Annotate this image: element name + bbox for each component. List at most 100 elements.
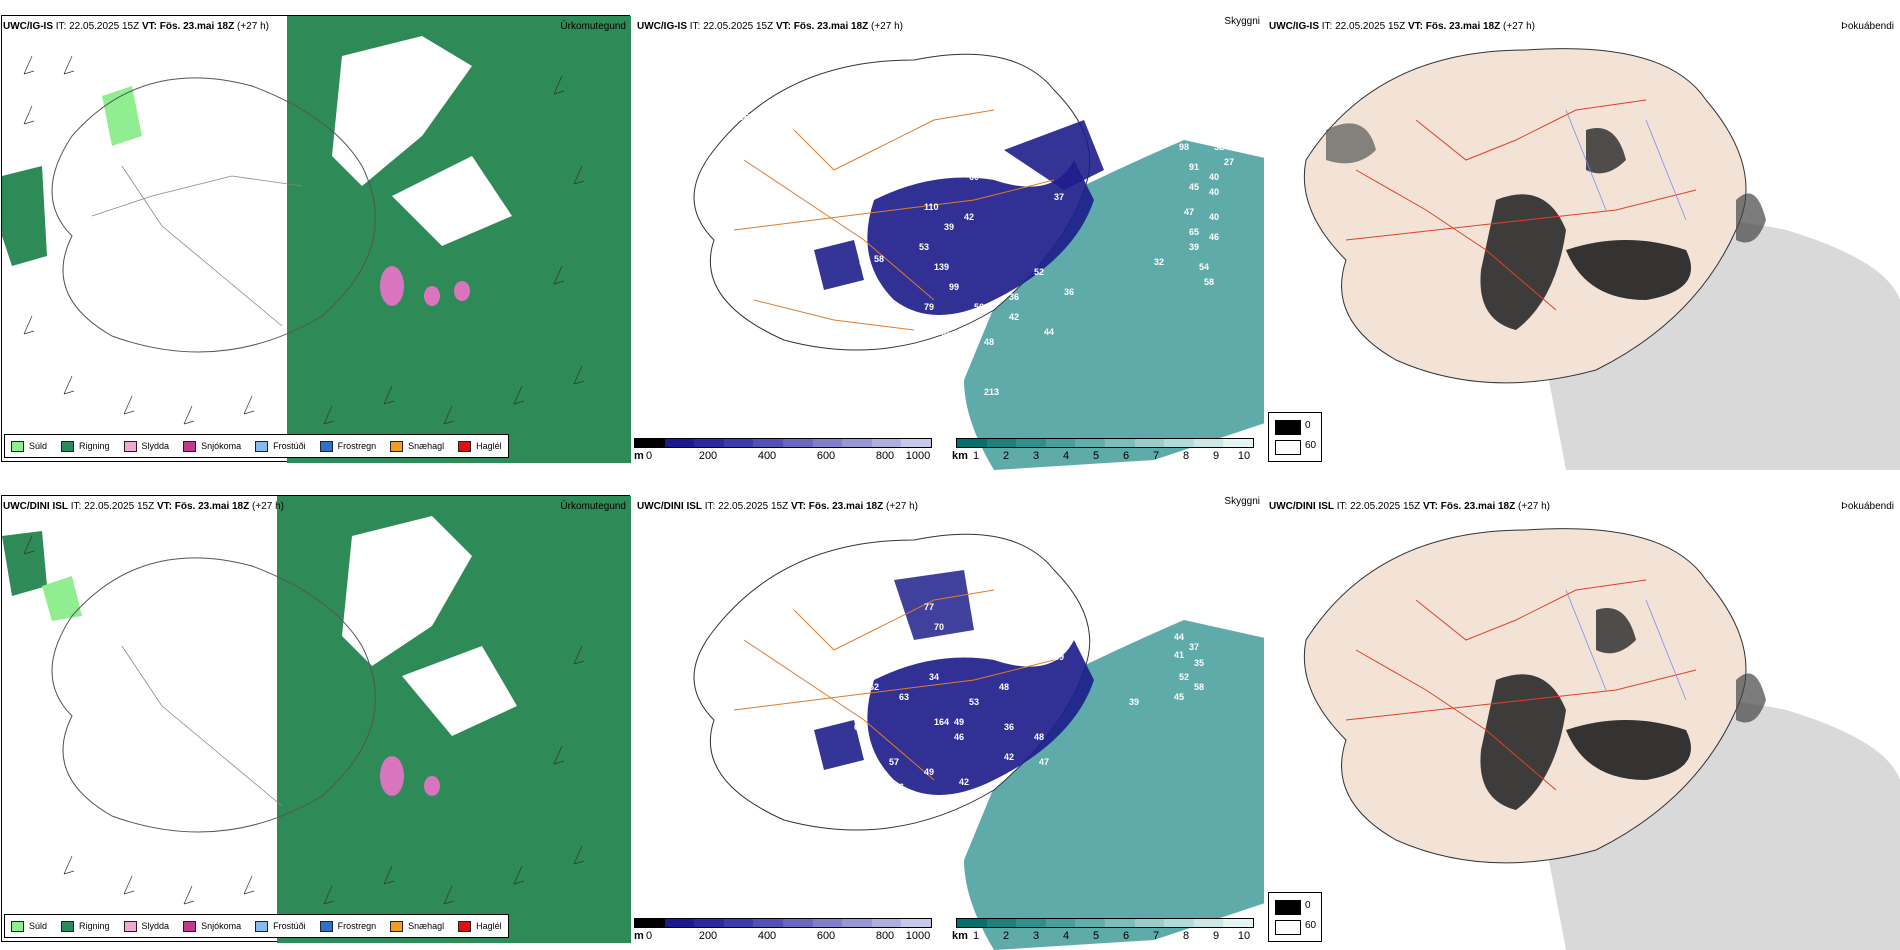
legend-item: Snjókoma [183,920,241,932]
svg-text:40: 40 [1209,187,1219,197]
legend-item: Frostúði [255,440,306,452]
svg-text:100: 100 [924,822,939,832]
fog-legend-value: 0 [1305,420,1311,431]
svg-text:36: 36 [1009,292,1019,302]
elevation-ticks: 0 200 400 600 800 1000 [645,450,931,462]
elevation-colorbar: m 0 200 400 600 800 1000 [634,438,934,462]
rain-area-west [2,531,47,596]
svg-text:53: 53 [894,802,904,812]
dry-gap [332,36,472,186]
svg-text:46: 46 [894,782,904,792]
svg-text:53: 53 [969,697,979,707]
bottom-row: UWC/DINI ISL IT: 22.05.2025 15Z VT: Fös.… [0,480,1900,950]
svg-text:213: 213 [984,387,999,397]
svg-text:39: 39 [1189,242,1199,252]
precip-map [2,16,631,463]
svg-text:55: 55 [904,332,914,342]
visibility-unit: km [952,450,968,462]
visibility-panel-top: 106 73 60 37 62 98 52 27 110 42 39 91 40 45 40 5… [634,0,1264,470]
svg-text:40: 40 [1209,212,1219,222]
road-line [91,175,303,217]
top-row: UWC/IG-IS IT: 22.05.2025 15Z VT: Fös. 23… [0,0,1900,470]
fog-area [1566,240,1691,300]
svg-text:34: 34 [1219,607,1229,617]
legend-item: Haglél [458,440,502,452]
svg-text:106: 106 [734,112,749,122]
sleet-area [380,756,404,796]
svg-text:60: 60 [969,172,979,182]
elevation-ticks: 0 200 400 600 800 1000 [645,930,931,942]
svg-text:39: 39 [944,222,954,232]
svg-text:52: 52 [1034,267,1044,277]
dry-gap [402,646,517,736]
svg-text:34: 34 [929,672,939,682]
precip-legend: Súld Rigning Slydda Snjókoma Frostúði Fr… [4,434,509,458]
svg-text:42: 42 [964,212,974,222]
svg-text:48: 48 [999,682,1009,692]
svg-text:73: 73 [944,132,954,142]
elevation-colorbar: m 0 200 400 600 800 1000 [634,918,934,942]
svg-text:129: 129 [929,842,944,852]
panel-title: Skyggni [1224,16,1260,27]
svg-text:36: 36 [1064,287,1074,297]
svg-text:42: 42 [1004,752,1014,762]
fog-map [1303,48,1900,470]
svg-text:63: 63 [899,692,909,702]
road-network [1345,579,1697,791]
road-line [121,165,283,327]
svg-text:27: 27 [1224,157,1234,167]
low-visibility-area [894,570,974,640]
svg-text:70: 70 [934,622,944,632]
rivers [1565,589,1687,701]
svg-text:46: 46 [954,732,964,742]
elevation-unit: m [634,450,644,462]
fog-area [1566,720,1691,780]
svg-text:44: 44 [1044,327,1054,337]
legend-item: Rigning [61,440,110,452]
svg-text:58: 58 [874,254,884,264]
map-frame [1,15,631,463]
fog-legend-value: 0 [1305,900,1311,911]
rain-area-north [287,16,332,176]
svg-text:526: 526 [1094,582,1109,592]
svg-text:47: 47 [1184,207,1194,217]
svg-text:42: 42 [1009,312,1019,322]
dry-gap [342,516,472,666]
elevation-colorbar-strip [634,438,932,448]
svg-text:46: 46 [1209,232,1219,242]
legend-item: Slydda [123,920,169,932]
svg-text:55: 55 [859,257,869,267]
svg-text:62: 62 [1194,127,1204,137]
svg-text:56: 56 [974,302,984,312]
drizzle-area [42,576,82,621]
fog-legend-white [1275,920,1301,935]
sleet-area [454,281,470,301]
svg-text:99: 99 [949,282,959,292]
fog-index-panel-top: UWC/IG-IS IT: 22.05.2025 15Z VT: Fös. 23… [1266,0,1900,470]
svg-text:47: 47 [1039,757,1049,767]
fog-area [1596,608,1636,654]
svg-text:32: 32 [1154,257,1164,267]
low-visibility-area [1004,120,1104,190]
wind-barbs [23,55,585,425]
svg-text:59: 59 [909,807,919,817]
svg-text:48: 48 [1034,732,1044,742]
panel-title: Úrkomutegund [560,501,626,512]
panel-header: UWC/DINI ISL IT: 22.05.2025 15Z VT: Fös.… [3,501,284,512]
legend-item: Slydda [123,440,169,452]
svg-text:54: 54 [1199,262,1209,272]
dry-gap [392,156,512,246]
panel-title: Þokuábendi [1841,21,1894,32]
svg-text:65: 65 [1189,227,1199,237]
road-network [733,589,1055,781]
visibility-colorbar-strip [956,438,1254,448]
svg-text:91: 91 [1189,162,1199,172]
fog-area [1586,128,1626,174]
panel-header: UWC/DINI ISL IT: 22.05.2025 15Z VT: Fös.… [1269,501,1550,512]
elevation-unit: m [634,930,644,942]
svg-text:37: 37 [1189,642,1199,652]
rivers [1565,109,1687,221]
panel-header: UWC/IG-IS IT: 22.05.2025 15Z VT: Fös. 23… [3,21,269,32]
